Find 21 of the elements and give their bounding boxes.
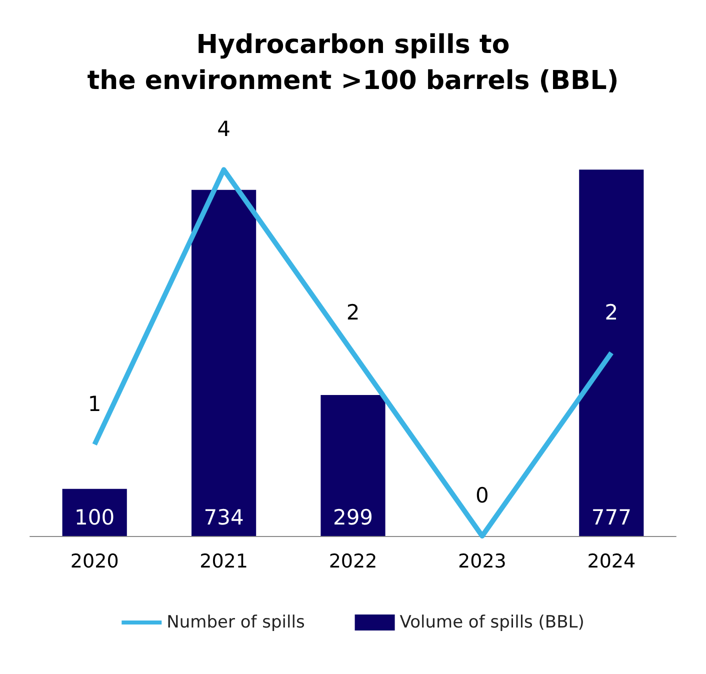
- bar: [192, 190, 256, 536]
- bar: [62, 488, 127, 536]
- chart-title: Hydrocarbon spills to the environment >100 barrels (BBL): [87, 30, 619, 96]
- data-label: 0: [476, 484, 489, 508]
- data-label: 777: [591, 506, 632, 530]
- legend-label: Number of spills: [166, 612, 305, 632]
- x-tick-label: 2024: [587, 550, 636, 572]
- data-label: 734: [204, 506, 244, 530]
- data-label: 2: [604, 300, 618, 324]
- data-label: 4: [217, 117, 230, 142]
- data-label: 2: [346, 300, 360, 324]
- data-label: 1: [88, 392, 102, 416]
- data-label: 100: [74, 506, 115, 530]
- data-label: 299: [332, 506, 374, 530]
- x-tick-label: 2020: [70, 550, 119, 572]
- x-tick-label: 2021: [200, 550, 248, 572]
- bar: [320, 395, 386, 536]
- legend-label: Volume of spills (BBL): [400, 612, 584, 632]
- bar: [579, 170, 644, 536]
- x-tick-label: 2022: [328, 550, 378, 572]
- x-tick-label: 2023: [458, 550, 506, 572]
